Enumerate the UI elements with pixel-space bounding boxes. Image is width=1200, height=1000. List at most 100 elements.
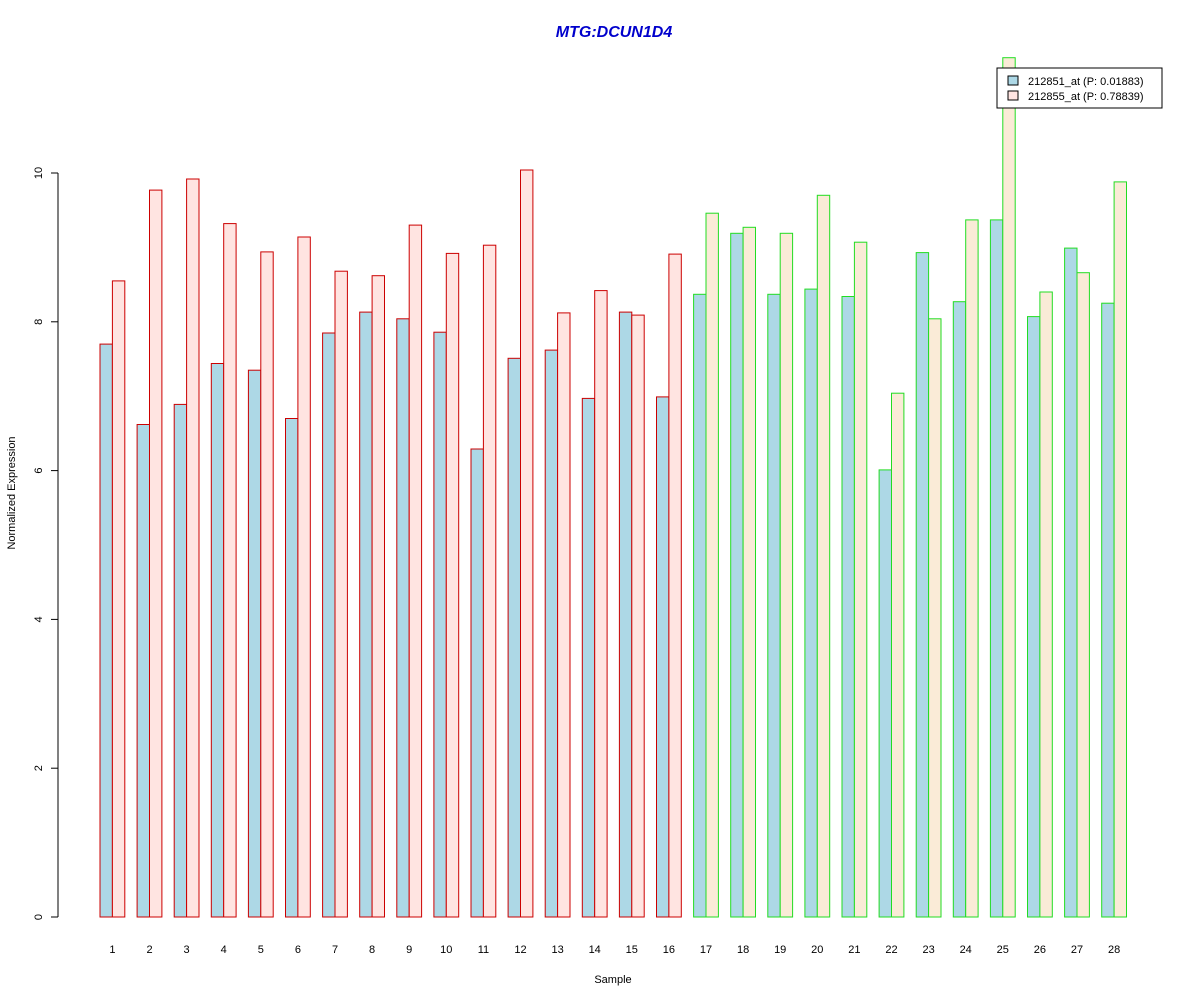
bars-group	[99, 57, 1127, 918]
legend-swatch-212851	[1007, 75, 1019, 86]
bar-212855-sample-12	[520, 169, 534, 918]
bar-212851-sample-6	[285, 418, 299, 918]
bar-212851-sample-23	[915, 252, 930, 918]
x-tick-label-1: 1	[109, 944, 115, 956]
bar-212855-sample-1	[111, 280, 126, 918]
x-tick-label-26: 26	[1034, 944, 1046, 956]
x-tick-label-11: 11	[478, 944, 489, 956]
bar-212855-sample-25	[1002, 57, 1016, 918]
y-axis-label: Normalized Expression	[6, 436, 18, 549]
bar-212851-sample-1	[99, 343, 113, 918]
bar-212851-sample-16	[656, 396, 670, 918]
x-tick-label-12: 12	[514, 944, 526, 956]
chart-title: MTG:DCUN1D4	[556, 24, 673, 41]
y-tick-label-8: 8	[33, 319, 45, 325]
bar-212855-sample-20	[816, 194, 831, 918]
bar-212851-sample-25	[989, 219, 1004, 918]
x-tick-labels: 1 2 3 4 5 6 7 8 9 10 11 12 13 14 15 16 17 18 19 20 21 22 23 24 2…	[109, 944, 1120, 956]
x-tick-label-20: 20	[811, 944, 823, 956]
bar-212855-sample-8	[371, 275, 386, 918]
bar-212855-sample-18	[742, 226, 756, 918]
bar-212851-sample-19	[767, 293, 781, 918]
bar-212855-sample-28	[1113, 181, 1127, 918]
x-tick-label-5: 5	[258, 944, 264, 956]
x-tick-label-22: 22	[885, 944, 897, 956]
y-tick-label-0: 0	[33, 914, 45, 920]
legend: 212851_at (P: 0.01883) 212855_at (P: 0.7…	[996, 67, 1163, 109]
x-tick-label-25: 25	[997, 944, 1009, 956]
bar-212855-sample-27	[1076, 272, 1090, 918]
x-tick-label-2: 2	[146, 944, 152, 956]
x-tick-label-10: 10	[440, 944, 452, 956]
bar-212855-sample-17	[705, 212, 719, 918]
bar-212851-sample-27	[1064, 247, 1078, 918]
bar-212851-sample-11	[470, 448, 484, 918]
bar-212851-sample-4	[210, 363, 225, 918]
bar-212855-sample-3	[186, 178, 200, 918]
bar-212851-sample-2	[136, 424, 151, 918]
bar-212851-sample-8	[359, 311, 373, 918]
x-tick-label-18: 18	[737, 944, 749, 956]
bar-212855-sample-16	[668, 253, 682, 918]
bar-212851-sample-13	[544, 349, 559, 918]
bar-212851-sample-3	[173, 403, 188, 918]
bar-212855-sample-14	[594, 290, 608, 918]
bar-212851-sample-15	[618, 311, 633, 918]
bar-212855-sample-7	[334, 270, 348, 918]
bar-212855-sample-4	[223, 223, 237, 918]
bar-212855-sample-11	[482, 244, 497, 918]
bar-212855-sample-9	[408, 224, 423, 918]
bar-212851-sample-22	[878, 469, 892, 918]
y-tick-label-10: 10	[33, 167, 45, 179]
bar-212851-sample-14	[581, 397, 596, 918]
x-tick-label-6: 6	[295, 944, 301, 956]
x-axis-label: Sample	[594, 974, 631, 986]
x-tick-label-9: 9	[406, 944, 412, 956]
bar-212855-sample-13	[557, 312, 571, 918]
bar-212851-sample-24	[952, 301, 967, 918]
bar-212851-sample-21	[841, 296, 855, 918]
bar-212855-sample-5	[260, 251, 274, 918]
x-tick-label-21: 21	[848, 944, 860, 956]
x-tick-label-17: 17	[700, 944, 712, 956]
bar-212855-sample-15	[631, 314, 645, 918]
bar-212855-sample-10	[445, 252, 460, 918]
x-tick-label-14: 14	[589, 944, 601, 956]
bar-212855-sample-22	[891, 392, 905, 918]
legend-box	[996, 67, 1163, 109]
bar-212851-sample-28	[1101, 302, 1115, 918]
bar-212855-sample-24	[965, 219, 979, 918]
bar-212855-sample-2	[149, 189, 163, 918]
y-tick-label-6: 6	[33, 468, 45, 474]
x-tick-label-19: 19	[774, 944, 786, 956]
bar-212851-sample-20	[804, 288, 818, 918]
x-tick-label-13: 13	[551, 944, 563, 956]
bar-212851-sample-7	[322, 332, 336, 918]
legend-label-212851: 212851_at (P: 0.01883)	[1028, 76, 1144, 88]
x-tick-label-3: 3	[184, 944, 190, 956]
y-tick-label-2: 2	[33, 765, 45, 771]
x-tick-label-16: 16	[663, 944, 675, 956]
x-tick-label-7: 7	[332, 944, 338, 956]
bar-212855-sample-26	[1039, 291, 1053, 918]
bar-212851-sample-18	[730, 232, 744, 918]
x-tick-label-28: 28	[1108, 944, 1120, 956]
bar-212855-sample-19	[779, 232, 794, 918]
x-tick-label-23: 23	[922, 944, 934, 956]
legend-label-212855: 212855_at (P: 0.78839)	[1028, 91, 1144, 103]
bar-212851-sample-17	[693, 293, 707, 918]
bar-212851-sample-26	[1027, 316, 1041, 918]
x-tick-label-27: 27	[1071, 944, 1083, 956]
bar-212851-sample-10	[433, 331, 447, 918]
legend-swatch-212855	[1007, 90, 1019, 101]
bar-212855-sample-23	[928, 318, 942, 918]
bar-212855-sample-6	[297, 236, 311, 918]
x-tick-label-8: 8	[369, 944, 375, 956]
y-axis: 0 2 4 6 8 10	[33, 167, 59, 920]
bar-212851-sample-9	[396, 318, 410, 918]
x-tick-label-24: 24	[960, 944, 972, 956]
bar-212851-sample-5	[247, 369, 262, 918]
bar-212855-sample-21	[853, 241, 868, 918]
x-tick-label-4: 4	[221, 944, 227, 956]
